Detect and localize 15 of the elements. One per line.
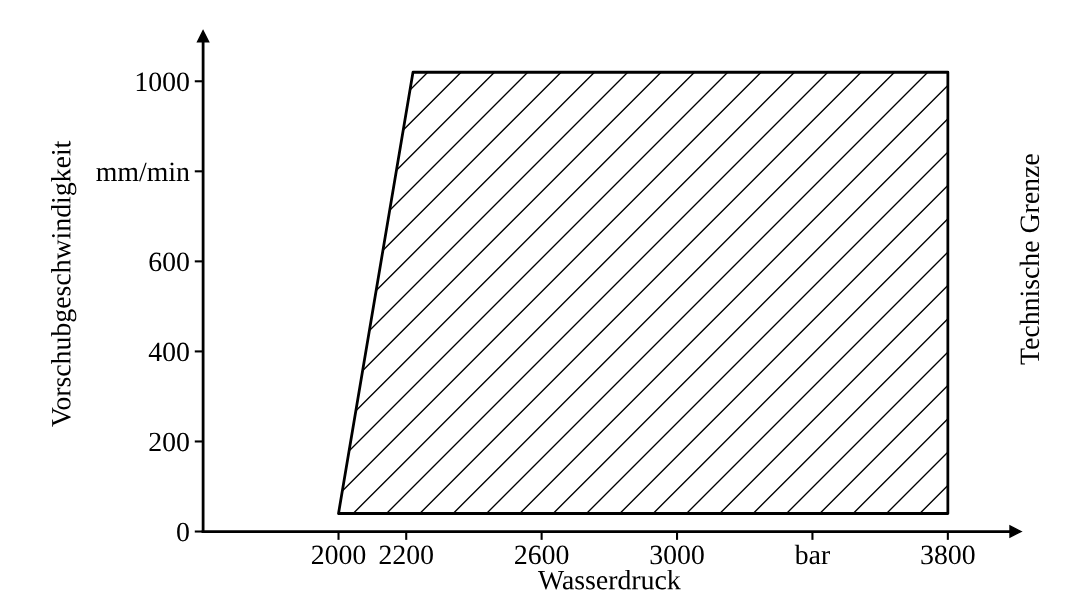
y-tick-label: 400 xyxy=(148,342,189,362)
y-tick-label: 1000 xyxy=(136,72,189,92)
x-tick-label: 2000 xyxy=(311,545,366,565)
x-tick-label: 3800 xyxy=(921,545,975,565)
y-tick-label: 200 xyxy=(149,432,189,452)
x-tick-label: 2600 xyxy=(515,545,569,565)
x-tick-label: 2200 xyxy=(379,545,433,565)
x-axis-title: Wasserdruck xyxy=(537,569,681,590)
y-tick-label: mm/min xyxy=(96,162,190,182)
y-tick-label: 600 xyxy=(149,252,189,272)
y-axis-title: Vorschubgeschwindigkeit xyxy=(51,140,77,427)
y-tick-label: 0 xyxy=(177,522,189,542)
x-tick-label: bar xyxy=(794,544,830,565)
text: Technische Grenze xyxy=(1019,154,1040,365)
x-tick-label: 3000 xyxy=(650,545,704,565)
